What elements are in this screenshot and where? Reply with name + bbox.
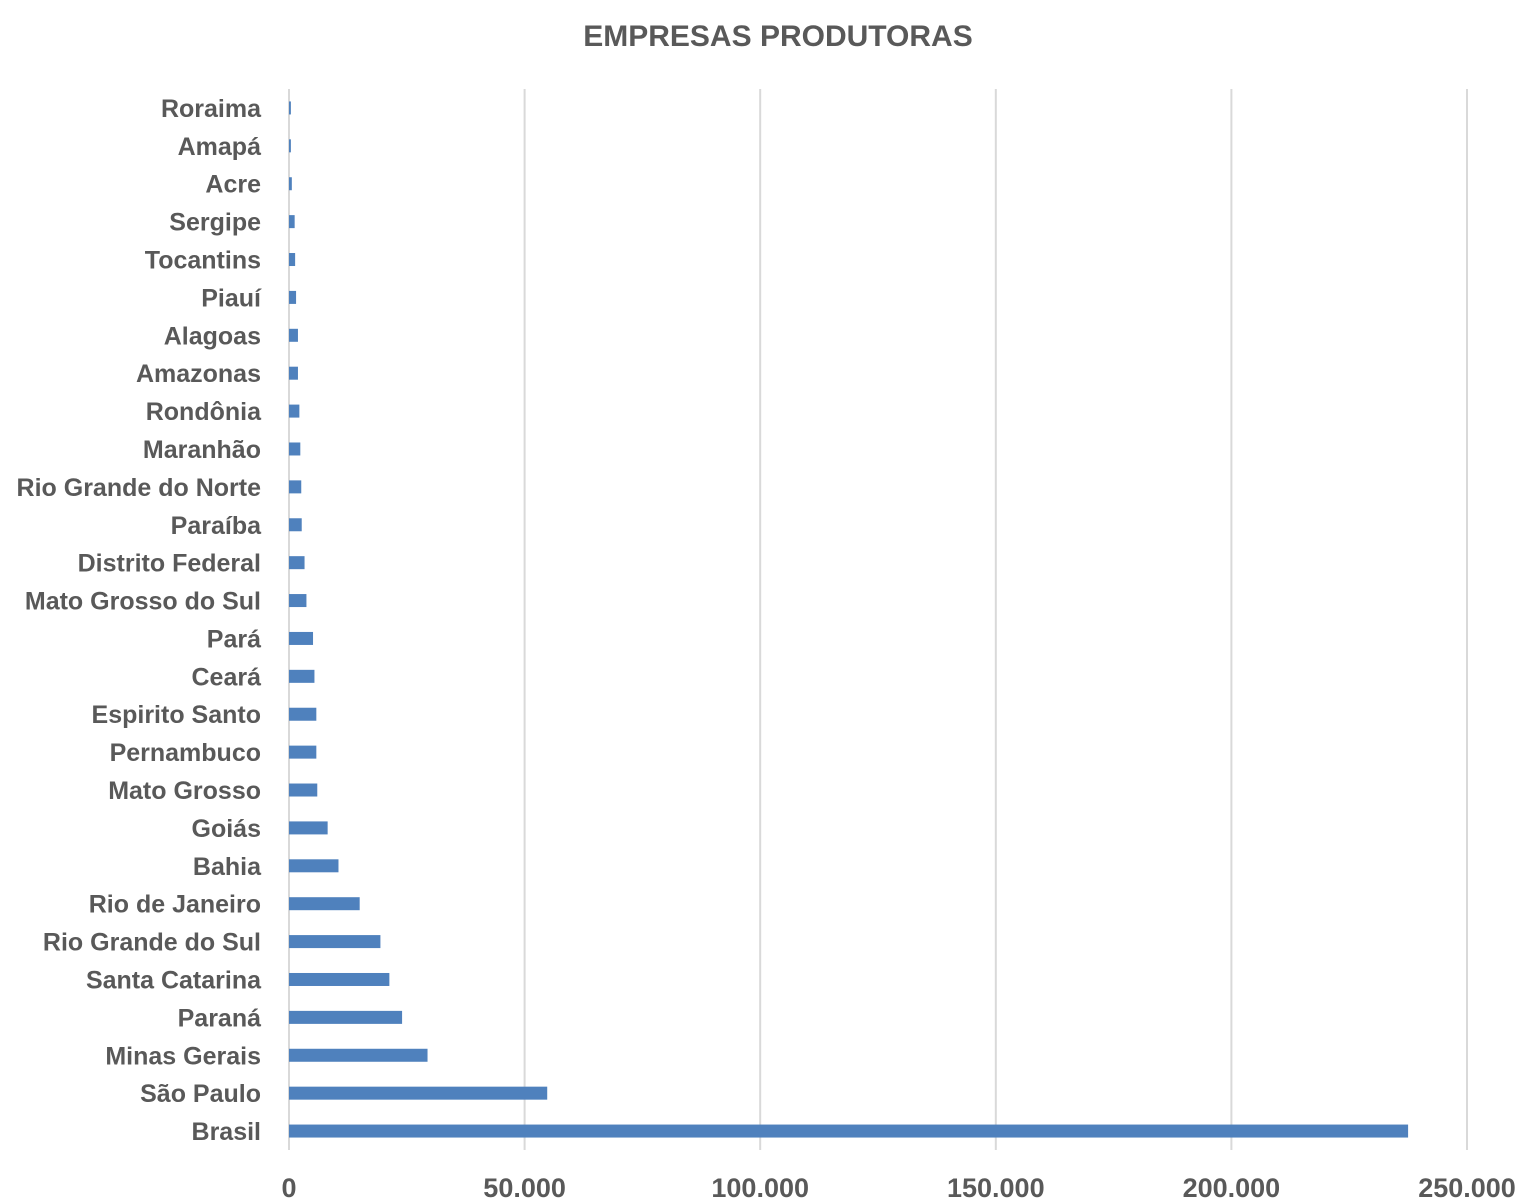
x-tick-label: 200.000 — [1183, 1173, 1281, 1203]
bar — [289, 935, 381, 949]
bar — [289, 1124, 1409, 1138]
bar — [289, 1010, 403, 1024]
category-label: Pernambuco — [110, 739, 261, 767]
bar — [289, 972, 390, 986]
category-label: Rio de Janeiro — [89, 891, 261, 919]
bar — [289, 177, 292, 191]
bar — [289, 1048, 428, 1062]
bar — [289, 859, 339, 873]
category-label: Espirito Santo — [92, 701, 261, 729]
category-label: Mato Grosso do Sul — [25, 588, 261, 616]
category-label: Paraná — [178, 1004, 261, 1032]
x-tick-label: 250.000 — [1418, 1173, 1516, 1203]
chart-title: EMPRESAS PRODUTORAS — [583, 20, 973, 53]
category-label: Mato Grosso — [108, 777, 261, 805]
category-label: Roraima — [161, 95, 262, 123]
x-tick-labels: 0 50.000 100.000 150.000 200.000 250.000 — [281, 1173, 1515, 1203]
category-label: Brasil — [192, 1118, 261, 1146]
category-labels: Brasil São Paulo Minas Gerais Paraná Santa C… — [17, 95, 263, 1146]
x-tick-label: 100.000 — [711, 1173, 809, 1203]
bar — [289, 139, 291, 153]
category-label: Rio Grande do Sul — [43, 929, 261, 957]
category-label: Piauí — [201, 284, 262, 312]
category-label: Alagoas — [164, 322, 261, 350]
bar — [289, 745, 317, 759]
bar — [289, 1086, 548, 1100]
category-label: Santa Catarina — [86, 966, 262, 994]
bar — [289, 366, 298, 380]
gridlines — [288, 89, 1468, 1150]
x-tick-label: 0 — [281, 1173, 296, 1203]
category-label: Minas Gerais — [105, 1042, 261, 1070]
category-label: Sergipe — [169, 209, 261, 237]
category-label: Maranhão — [143, 436, 261, 464]
category-label: Goiás — [192, 815, 261, 843]
category-label: Paraíba — [171, 512, 262, 540]
category-label: Rio Grande do Norte — [17, 474, 262, 502]
bar — [289, 631, 314, 645]
category-label: São Paulo — [140, 1080, 261, 1108]
bar — [289, 404, 300, 418]
x-tick-label: 50.000 — [483, 1173, 566, 1203]
bar — [289, 253, 296, 267]
bar — [289, 442, 301, 456]
bar — [289, 594, 307, 608]
bar — [289, 783, 318, 797]
category-label: Rondônia — [146, 398, 262, 426]
bar — [289, 101, 291, 115]
bar — [289, 215, 295, 229]
bar — [289, 480, 302, 494]
bar — [289, 669, 315, 683]
bar — [289, 328, 298, 342]
x-tick-label: 150.000 — [947, 1173, 1045, 1203]
category-label: Acre — [205, 171, 261, 199]
bar — [289, 821, 328, 835]
category-label: Amapá — [178, 133, 261, 161]
bar — [289, 707, 317, 721]
bar — [289, 897, 360, 911]
category-label: Amazonas — [136, 360, 261, 388]
category-label: Ceará — [192, 663, 262, 691]
category-label: Distrito Federal — [78, 550, 261, 578]
category-label: Bahia — [193, 853, 262, 881]
bar — [289, 556, 305, 570]
category-label: Tocantins — [145, 247, 261, 275]
bar — [289, 290, 297, 304]
bar — [289, 518, 302, 532]
category-label: Pará — [207, 625, 261, 653]
bars — [289, 101, 1409, 1138]
